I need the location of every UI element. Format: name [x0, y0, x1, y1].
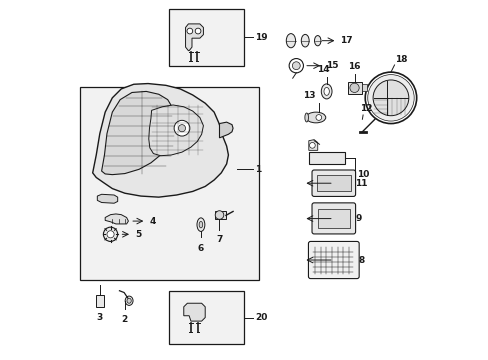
Polygon shape	[183, 303, 205, 321]
Text: 7: 7	[216, 235, 222, 244]
Circle shape	[365, 72, 416, 123]
Circle shape	[349, 83, 358, 93]
Text: 20: 20	[255, 313, 267, 322]
Text: 9: 9	[354, 214, 361, 223]
Circle shape	[367, 75, 413, 121]
Ellipse shape	[324, 87, 328, 95]
Circle shape	[288, 59, 303, 73]
Circle shape	[292, 62, 300, 69]
Ellipse shape	[304, 113, 308, 122]
Circle shape	[174, 120, 189, 136]
Text: 17: 17	[340, 36, 352, 45]
Text: 18: 18	[394, 55, 407, 64]
Text: 5: 5	[135, 230, 142, 239]
Ellipse shape	[197, 218, 204, 231]
Bar	[316, 175, 350, 192]
Circle shape	[372, 80, 408, 116]
Text: 14: 14	[316, 65, 329, 74]
Text: 2: 2	[122, 315, 128, 324]
Bar	[308, 153, 344, 164]
Circle shape	[195, 28, 201, 34]
Ellipse shape	[285, 33, 295, 48]
Circle shape	[186, 28, 192, 34]
Circle shape	[103, 227, 118, 242]
Polygon shape	[97, 194, 118, 203]
Text: 19: 19	[255, 33, 267, 42]
FancyBboxPatch shape	[311, 203, 355, 234]
Bar	[80, 87, 258, 280]
Bar	[215, 211, 225, 219]
Polygon shape	[102, 91, 175, 175]
Text: 1: 1	[255, 165, 261, 174]
Bar	[362, 84, 366, 91]
Text: 16: 16	[347, 62, 360, 71]
Ellipse shape	[321, 84, 331, 99]
Text: 3: 3	[97, 313, 103, 322]
Text: 8: 8	[358, 256, 365, 265]
Bar	[169, 9, 244, 66]
FancyBboxPatch shape	[308, 242, 358, 279]
Text: 12: 12	[359, 104, 371, 113]
Ellipse shape	[199, 221, 203, 228]
Polygon shape	[105, 214, 128, 224]
Text: 6: 6	[197, 244, 203, 253]
Ellipse shape	[314, 36, 320, 46]
Circle shape	[215, 211, 224, 219]
Text: 10: 10	[356, 170, 368, 179]
Ellipse shape	[127, 298, 131, 303]
Polygon shape	[148, 105, 203, 156]
Polygon shape	[219, 122, 233, 138]
Polygon shape	[93, 84, 228, 197]
Circle shape	[107, 231, 114, 238]
Text: 11: 11	[354, 179, 367, 188]
Ellipse shape	[301, 35, 308, 47]
Text: 13: 13	[302, 91, 314, 100]
Polygon shape	[308, 140, 317, 150]
FancyBboxPatch shape	[311, 170, 355, 197]
Polygon shape	[185, 24, 203, 51]
Circle shape	[178, 125, 185, 132]
Text: 15: 15	[325, 61, 338, 70]
Circle shape	[309, 143, 315, 148]
Text: 4: 4	[149, 217, 156, 226]
Bar	[169, 291, 244, 344]
Circle shape	[315, 114, 321, 120]
Ellipse shape	[125, 296, 133, 305]
Bar	[95, 296, 104, 307]
Ellipse shape	[305, 112, 325, 123]
Bar	[347, 82, 362, 94]
Bar	[317, 208, 349, 228]
